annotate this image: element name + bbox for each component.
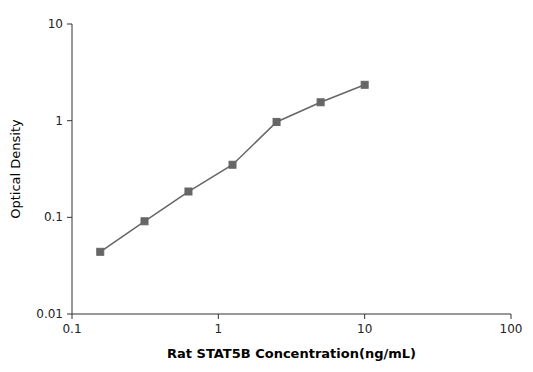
x-tick [511,314,512,319]
x-axis-label: Rat STAT5B Concentration(ng/mL) [167,346,416,361]
y-tick [67,24,72,25]
axes: 0.11101000.010.1110 [36,17,522,336]
data-point [141,218,148,225]
data-point [273,118,280,125]
y-tick-label: 10 [48,17,63,31]
y-tick-label: 1 [55,114,63,128]
data-point [97,248,104,255]
y-tick-label: 0.01 [36,307,63,321]
x-axis-line [72,314,511,315]
page: {"chart_data": {"type": "line", "x": [0.… [0,0,533,372]
x-tick-label: 0.1 [62,322,81,336]
data-point [229,161,236,168]
y-axis-label: Optical Density [8,119,23,219]
data-point [361,81,368,88]
data-point [317,99,324,106]
y-axis-line [72,24,73,314]
y-tick [67,217,72,218]
y-tick [67,120,72,121]
chart-container: 0.11101000.010.1110Rat STAT5B Concentrat… [0,0,533,372]
x-tick-label: 1 [215,322,223,336]
x-tick [218,314,219,319]
data-line [100,85,364,252]
y-tick-label: 0.1 [44,210,63,224]
y-tick [67,314,72,315]
chart: 0.11101000.010.1110Rat STAT5B Concentrat… [0,0,533,372]
x-tick-label: 10 [357,322,372,336]
x-tick [364,314,365,319]
data-point [185,188,192,195]
data [97,81,368,255]
x-tick-label: 100 [500,322,523,336]
x-tick [72,314,73,319]
